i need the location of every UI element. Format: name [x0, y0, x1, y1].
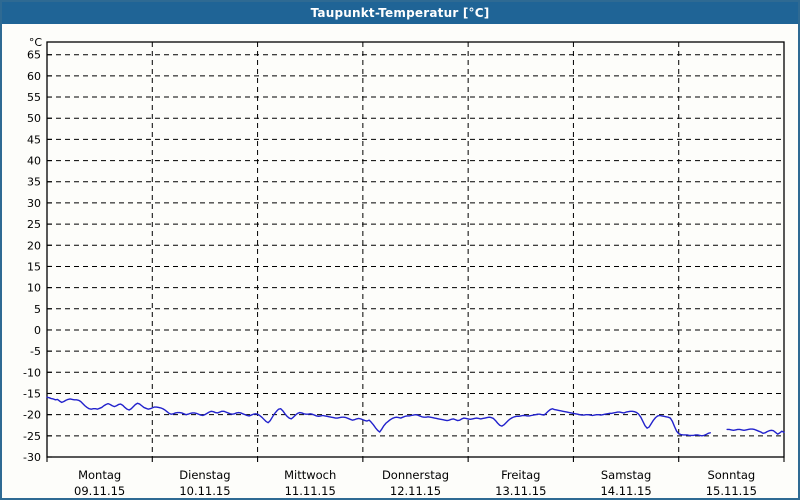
window-title-bar: Taupunkt-Temperatur [°C] — [2, 2, 798, 24]
y-tick-label: -10 — [23, 366, 41, 379]
x-axis-day-label: Montag — [78, 468, 121, 482]
x-axis-date-label: 14.11.15 — [600, 484, 651, 498]
y-tick-label: 65 — [27, 49, 41, 62]
plot-frame — [46, 41, 785, 458]
x-axis-date-label: 09.11.15 — [74, 484, 125, 498]
x-axis-date-label: 12.11.15 — [390, 484, 441, 498]
dewpoint-line-segment — [726, 428, 785, 435]
page-title: Taupunkt-Temperatur [°C] — [310, 6, 490, 20]
y-axis-labels: 65605550454035302520151050-5-10-15-20-25… — [23, 49, 41, 464]
vertical-gridlines — [151, 42, 680, 457]
y-tick-label: 45 — [27, 133, 41, 146]
y-axis-unit-label: °C — [29, 36, 43, 49]
dewpoint-line-chart: 65605550454035302520151050-5-10-15-20-25… — [23, 36, 785, 498]
y-tick-label: 20 — [27, 239, 41, 252]
chart-container: 65 60 55 50 45 40 35 30 25 20 15 10 5 0 -5 -10 -15 -20 -25… — [2, 24, 798, 498]
plot-background — [47, 42, 784, 457]
y-tick-label: 15 — [27, 260, 41, 273]
x-axis-date-label: 13.11.15 — [495, 484, 546, 498]
y-tick-label: 60 — [27, 70, 41, 83]
x-axis-labels: Montag 09.11.15 Dienstag 10.11.15 Mittwoch 11… — [74, 468, 757, 498]
dewpoint-line-segment — [46, 396, 711, 437]
x-axis-ticks — [46, 457, 785, 462]
dewpoint-series — [46, 396, 785, 437]
y-tick-label: -30 — [23, 451, 41, 464]
y-tick-label: 25 — [27, 218, 41, 231]
y-tick-label: 30 — [27, 197, 41, 210]
x-axis-date-label: 10.11.15 — [179, 484, 230, 498]
x-axis-day-label: Mittwoch — [284, 468, 336, 482]
x-axis-day-label: Dienstag — [179, 468, 230, 482]
horizontal-gridlines — [47, 54, 784, 437]
y-tick-label: -25 — [23, 430, 41, 443]
y-tick-label: 50 — [27, 112, 41, 125]
y-tick-label: -20 — [23, 409, 41, 422]
y-tick-label: -5 — [30, 345, 41, 358]
x-axis-date-label: 11.11.15 — [285, 484, 336, 498]
x-axis-day-label: Sonntag — [707, 468, 755, 482]
y-tick-label: -15 — [23, 387, 41, 400]
y-tick-label: 40 — [27, 155, 41, 168]
x-axis-day-label: Freitag — [501, 468, 540, 482]
x-axis-day-label: Donnerstag — [382, 468, 449, 482]
y-tick-label: 55 — [27, 91, 41, 104]
x-axis-day-label: Samstag — [601, 468, 651, 482]
y-tick-label: 10 — [27, 282, 41, 295]
y-tick-label: 5 — [34, 303, 41, 316]
y-tick-label: 0 — [34, 324, 41, 337]
y-tick-label: 35 — [27, 176, 41, 189]
x-axis-date-label: 15.11.15 — [706, 484, 757, 498]
y-axis-ticks — [47, 54, 52, 458]
